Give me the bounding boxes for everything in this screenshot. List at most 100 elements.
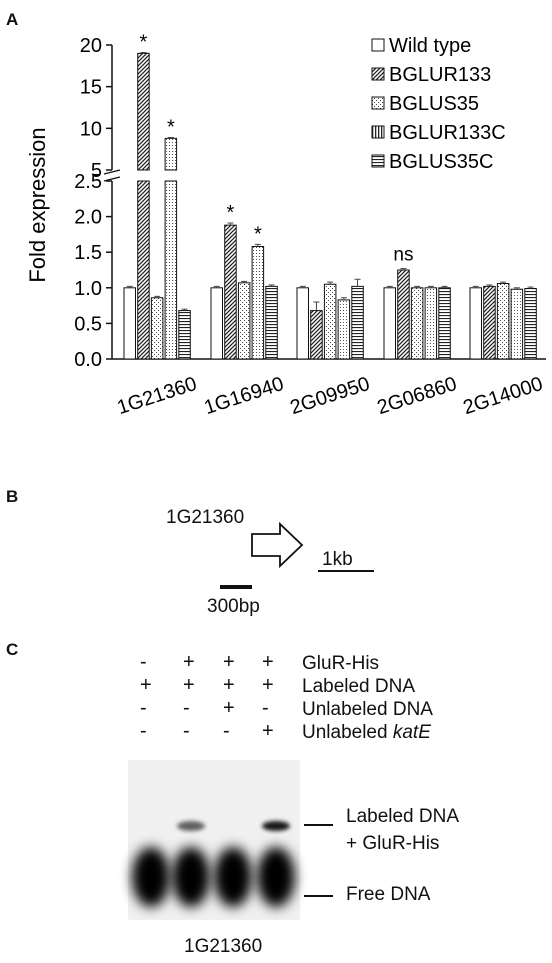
emsa-lane-symbol: + [183, 674, 195, 696]
emsa-lane-symbol: + [223, 651, 235, 673]
y-tick-label: 20 [80, 35, 102, 57]
shifted-band [262, 821, 290, 831]
free-dna-band [132, 847, 170, 907]
legend-swatch [371, 154, 385, 168]
panel-letter-c: C [6, 640, 19, 659]
bar [483, 285, 496, 360]
legend-swatch [371, 96, 385, 110]
bar [424, 287, 438, 360]
significance-star: * [254, 223, 262, 245]
legend-label: BGLUR133C [389, 122, 506, 144]
gel-caption: 1G21360 [184, 936, 263, 957]
x-tick-label: 2G06860 [374, 373, 459, 419]
gene-label: 1G21360 [166, 507, 245, 528]
emsa-lane-symbol: - [183, 697, 190, 719]
shifted-band [177, 821, 205, 831]
bar [265, 285, 278, 360]
legend-swatch [371, 125, 385, 139]
y-tick-label: 0.5 [74, 313, 102, 335]
ns-label: ns [393, 245, 413, 266]
bars [123, 52, 537, 360]
bar [337, 299, 351, 360]
emsa-lane-symbol: - [262, 697, 269, 719]
bar [164, 137, 178, 171]
emsa-row-label-italic: katE [392, 722, 431, 743]
y-axis-label: Fold expression [25, 127, 50, 282]
bar [137, 52, 150, 171]
emsa-row-label: GluR-His [302, 653, 380, 674]
scale-label-300bp: 300bp [207, 596, 260, 617]
scale-label-1kb: 1kb [322, 549, 353, 570]
bar [310, 310, 323, 360]
emsa-row-label-prefix: Unlabeled [302, 722, 393, 743]
significance-star: * [140, 32, 148, 54]
bar [137, 180, 150, 360]
y-tick-label: 1.5 [74, 242, 102, 264]
bar [123, 287, 136, 360]
y-tick-label: 0.0 [74, 349, 102, 371]
bar [296, 287, 309, 360]
legend: Wild type BGLUR133 BGLUS35 BGLUR133C BGLUS35… [371, 35, 506, 173]
free-dna-band [214, 847, 252, 907]
bar [210, 287, 223, 360]
bar [224, 224, 237, 360]
axis-break-mark [103, 169, 121, 175]
fold-expression-chart: 0.0 0.5 1.0 1.5 2.0 2.55 10 15 20 Fold expression… [25, 32, 546, 420]
emsa-lane-symbol: - [140, 720, 147, 742]
x-tick-label: 1G21360 [114, 373, 199, 419]
free-dna-label: Free DNA [346, 884, 431, 905]
emsa-lane-symbol: - [183, 720, 190, 742]
bar [438, 287, 451, 360]
emsa-row-label: Unlabeled DNA [302, 699, 433, 720]
y-tick-label: 15 [80, 77, 102, 99]
panel-letter-b: B [6, 487, 19, 506]
legend-label: BGLUS35C [389, 151, 494, 173]
gel-lanes [132, 821, 295, 907]
emsa-lane-symbol: - [140, 651, 147, 673]
legend-label: Wild type [389, 35, 471, 57]
legend-label: BGLUR133 [389, 64, 491, 86]
x-tick-label: 2G14000 [460, 373, 545, 419]
significance-star: * [227, 202, 235, 224]
gene-arrow [251, 521, 304, 569]
bar [510, 288, 524, 360]
labels: 0.0 0.5 1.0 1.5 2.0 2.55 10 15 20 Fold expression… [25, 32, 546, 420]
emsa-lane-symbol: + [223, 697, 235, 719]
x-tick-label: 1G16940 [201, 373, 286, 419]
bar [410, 287, 424, 360]
bar [150, 297, 164, 360]
legend-label: BGLUS35 [389, 93, 479, 115]
bar [524, 288, 537, 360]
bar [469, 287, 482, 360]
gel-image [128, 760, 333, 920]
significance-star: * [167, 117, 175, 139]
legend-swatch [371, 38, 385, 52]
bar [323, 283, 337, 360]
shifted-band-label-line1: Labeled DNA [346, 806, 460, 827]
bar [237, 282, 251, 360]
emsa-lane-symbol: - [140, 697, 147, 719]
shifted-band-label-line2: + GluR-His [346, 833, 440, 854]
emsa-lane-symbol: + [183, 651, 195, 673]
y-tick-label: 5 [91, 160, 102, 182]
x-tick-label: 2G09950 [287, 373, 372, 419]
emsa-lane-symbol: + [262, 720, 274, 742]
emsa-lane-symbol: - [223, 720, 230, 742]
axis-break-mark [103, 176, 121, 182]
free-dna-band [257, 847, 295, 907]
bar [251, 246, 265, 360]
emsa-lane-symbol: + [140, 674, 152, 696]
bar [178, 310, 191, 360]
bar [164, 180, 178, 360]
emsa-lane-symbol: + [223, 674, 235, 696]
emsa-lane-symbol: + [262, 674, 274, 696]
bar [397, 269, 410, 360]
emsa-lane-symbol: + [262, 651, 274, 673]
y-tick-label: 10 [80, 118, 102, 140]
emsa-row-label: Unlabeled katE [302, 723, 431, 742]
bar [496, 283, 510, 360]
bar [351, 285, 364, 360]
y-tick-label: 2.5 [74, 171, 102, 193]
free-dna-band [172, 847, 210, 907]
y-tick-label: 1.0 [74, 278, 102, 300]
